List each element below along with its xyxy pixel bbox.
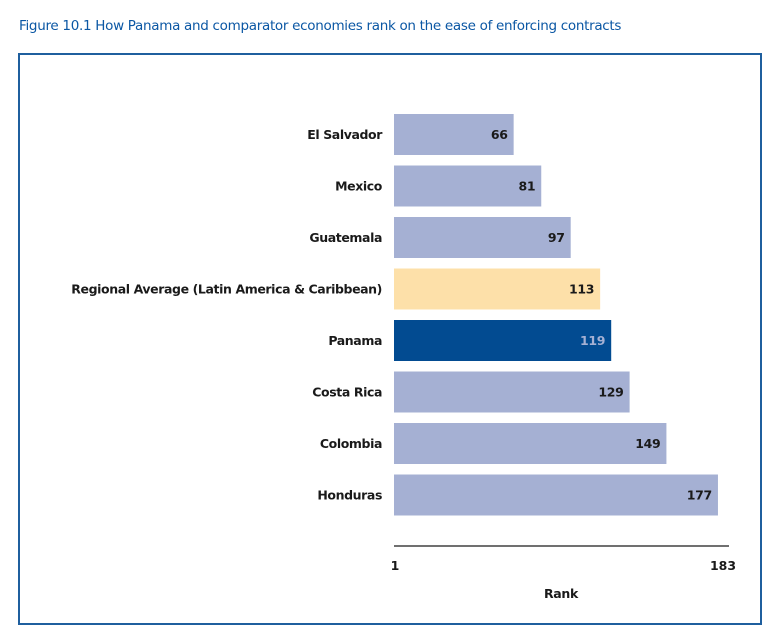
category-label: Guatemala (309, 230, 382, 245)
value-label: 97 (548, 230, 565, 245)
bar-guatemala (394, 217, 571, 258)
category-label: Honduras (317, 488, 382, 503)
x-tick-label-max: 183 (710, 558, 736, 573)
value-label: 81 (518, 179, 535, 194)
figure-title: Figure 10.1 How Panama and comparator ec… (19, 18, 622, 34)
bar-el-salvador (394, 114, 514, 155)
bar-regional-average-latin-america-caribbean (394, 268, 601, 310)
value-label: 113 (569, 282, 594, 297)
value-label: 119 (580, 333, 605, 348)
x-axis-title: Rank (544, 586, 579, 601)
value-label: 177 (687, 488, 712, 503)
category-label: Mexico (335, 179, 383, 194)
category-label: Costa Rica (312, 385, 382, 400)
chart-frame (18, 53, 762, 625)
bars-layer: El Salvador 66 Mexico 81 Guatemala 97 Regional… (71, 114, 718, 516)
value-label: 129 (598, 385, 623, 400)
category-label: Panama (328, 333, 382, 348)
category-label: Colombia (320, 436, 382, 451)
bar-panama (394, 320, 612, 361)
value-label: 66 (491, 127, 508, 142)
x-tick-label-min: 1 (391, 558, 400, 573)
category-label: El Salvador (307, 127, 383, 142)
bar-colombia (394, 423, 667, 464)
bar-costa-rica (394, 371, 630, 413)
bar-mexico (394, 165, 542, 207)
bar-honduras (394, 474, 718, 516)
value-label: 149 (635, 436, 660, 451)
category-label: Regional Average (Latin America & Caribb… (71, 282, 382, 297)
